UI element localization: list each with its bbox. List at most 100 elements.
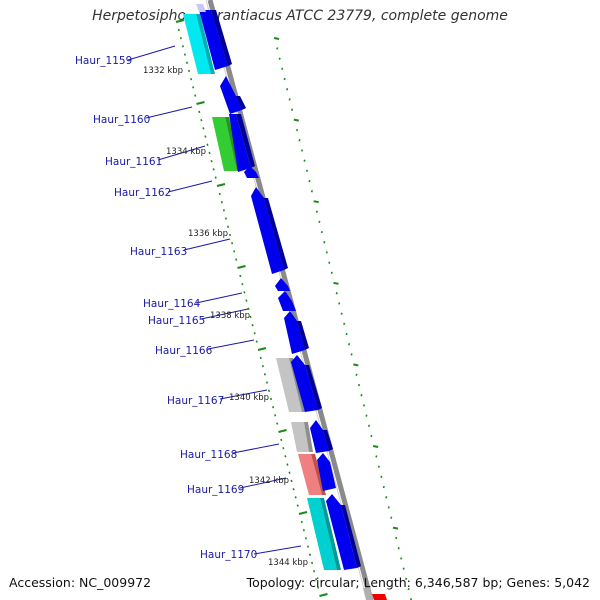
minor-tick [306, 545, 310, 548]
gene-haur-1170-feature[interactable] [307, 498, 337, 570]
minor-tick [212, 168, 215, 171]
gene-label-haur-1162[interactable]: Haur_1162 [114, 187, 171, 199]
minor-tick [235, 258, 238, 261]
gene-label-haur-1161[interactable]: Haur_1161 [105, 156, 162, 168]
minor-tick [255, 340, 258, 343]
gene-label-haur-1169[interactable]: Haur_1169 [187, 484, 244, 496]
minor-tick [328, 261, 331, 264]
gene-label-haur-1160[interactable]: Haur_1160 [93, 114, 150, 126]
major-tick [372, 445, 379, 448]
gene-haur-1167-arrow[interactable] [291, 355, 318, 412]
minor-tick [247, 307, 250, 310]
gene-haur-1160-arrow[interactable] [220, 76, 242, 114]
minor-tick [387, 506, 390, 509]
minor-tick [407, 587, 410, 591]
gene-haur-1169-arrow[interactable] [317, 453, 336, 491]
gene-label-haur-1168[interactable]: Haur_1168 [180, 449, 237, 461]
minor-tick [283, 77, 286, 81]
topology-text: Topology: circular; Length: 6,346,587 bp… [246, 575, 590, 590]
gene-haur-1159-feature[interactable] [183, 14, 211, 74]
minor-tick [226, 225, 230, 228]
minor-tick [382, 485, 385, 489]
major-tick [353, 363, 359, 367]
minor-tick [241, 282, 244, 286]
minor-tick [300, 520, 303, 524]
minor-tick [251, 323, 254, 327]
major-tick [293, 118, 300, 122]
minor-tick [315, 210, 318, 213]
gene-label-haur-1167[interactable]: Haur_1167 [167, 395, 224, 407]
gene-haur-1159-arrow[interactable] [199, 10, 228, 70]
gene-label-haur-1164[interactable]: Haur_1164 [143, 298, 201, 310]
kbp-label-1336: 1336 kbp [188, 229, 228, 239]
gene-label-haur-1163[interactable]: Haur_1163 [130, 246, 187, 258]
minor-tick [220, 200, 223, 204]
major-tick [196, 101, 205, 105]
minor-tick [274, 414, 277, 417]
minor-tick [282, 446, 285, 450]
gene-haur-1167-feature[interactable] [276, 358, 302, 412]
major-tick [257, 347, 267, 351]
major-tick [319, 593, 328, 597]
gene-labels: Haur_1159 Haur_1160 Haur_1161 Haur_1162 … [75, 55, 257, 561]
kbp-label-1334: 1334 kbp [166, 147, 206, 157]
gene-haur-1165-arrow[interactable] [278, 291, 296, 311]
minor-tick [239, 274, 242, 278]
major-tick [313, 200, 319, 204]
red-gene[interactable] [372, 594, 387, 600]
gene-haur-1166-arrow[interactable] [284, 311, 305, 354]
minor-tick [348, 343, 351, 346]
minor-tick [357, 383, 361, 387]
minor-tick [243, 291, 246, 294]
minor-tick [259, 356, 262, 360]
minor-tick [290, 479, 293, 483]
minor-tick [313, 569, 316, 573]
scale-labels: 1332 kbp 1334 kbp 1336 kbp 1338 kbp 1340… [143, 66, 308, 568]
minor-tick [222, 209, 225, 212]
minor-tick [284, 455, 287, 458]
gene-haur-1163-arrow[interactable] [251, 187, 284, 274]
minor-tick [263, 373, 266, 376]
minor-tick [181, 45, 184, 48]
minor-tick [310, 561, 314, 565]
minor-tick [281, 67, 284, 71]
gene-haur-1170-arrow[interactable] [326, 494, 357, 570]
kbp-label-1342: 1342 kbp [249, 476, 289, 486]
major-tick [273, 37, 280, 40]
grey-gene-bottom[interactable] [363, 588, 373, 600]
minor-tick [397, 547, 400, 550]
minor-tick [200, 118, 203, 122]
minor-tick [183, 53, 187, 56]
gene-haur-1169-feature[interactable] [298, 454, 322, 495]
minor-tick [303, 159, 306, 162]
accession-text: Accession: NC_009972 [9, 575, 152, 590]
minor-tick [375, 455, 378, 458]
minor-tick [405, 577, 408, 581]
minor-tick [206, 143, 209, 146]
gene-haur-1162-arrow[interactable] [244, 166, 259, 178]
gene-haur-1168-arrow[interactable] [310, 420, 329, 453]
gene-label-haur-1170[interactable]: Haur_1170 [200, 549, 257, 561]
gene-haur-1161-feature[interactable] [212, 117, 237, 171]
gene-label-haur-1166[interactable]: Haur_1166 [155, 345, 213, 357]
minor-tick [202, 127, 205, 130]
gene-label-haur-1159[interactable]: Haur_1159 [75, 55, 132, 67]
kbp-label-1338: 1338 kbp [210, 311, 250, 321]
minor-tick [292, 487, 295, 491]
minor-tick [291, 108, 294, 111]
minor-tick [315, 578, 318, 581]
minor-tick [276, 47, 279, 50]
gene-haur-1161-arrow[interactable] [229, 114, 251, 172]
minor-tick [310, 190, 313, 193]
minor-tick [402, 567, 405, 570]
minor-tick [177, 28, 180, 32]
minor-tick [343, 322, 346, 326]
minor-tick [210, 159, 213, 163]
minor-tick [231, 241, 234, 245]
minor-tick [194, 94, 197, 97]
minor-tick [185, 61, 189, 64]
gene-haur-1164-arrow[interactable] [275, 278, 290, 291]
gene-label-haur-1165[interactable]: Haur_1165 [148, 315, 205, 327]
gene-haur-1168-feature[interactable] [291, 422, 309, 452]
